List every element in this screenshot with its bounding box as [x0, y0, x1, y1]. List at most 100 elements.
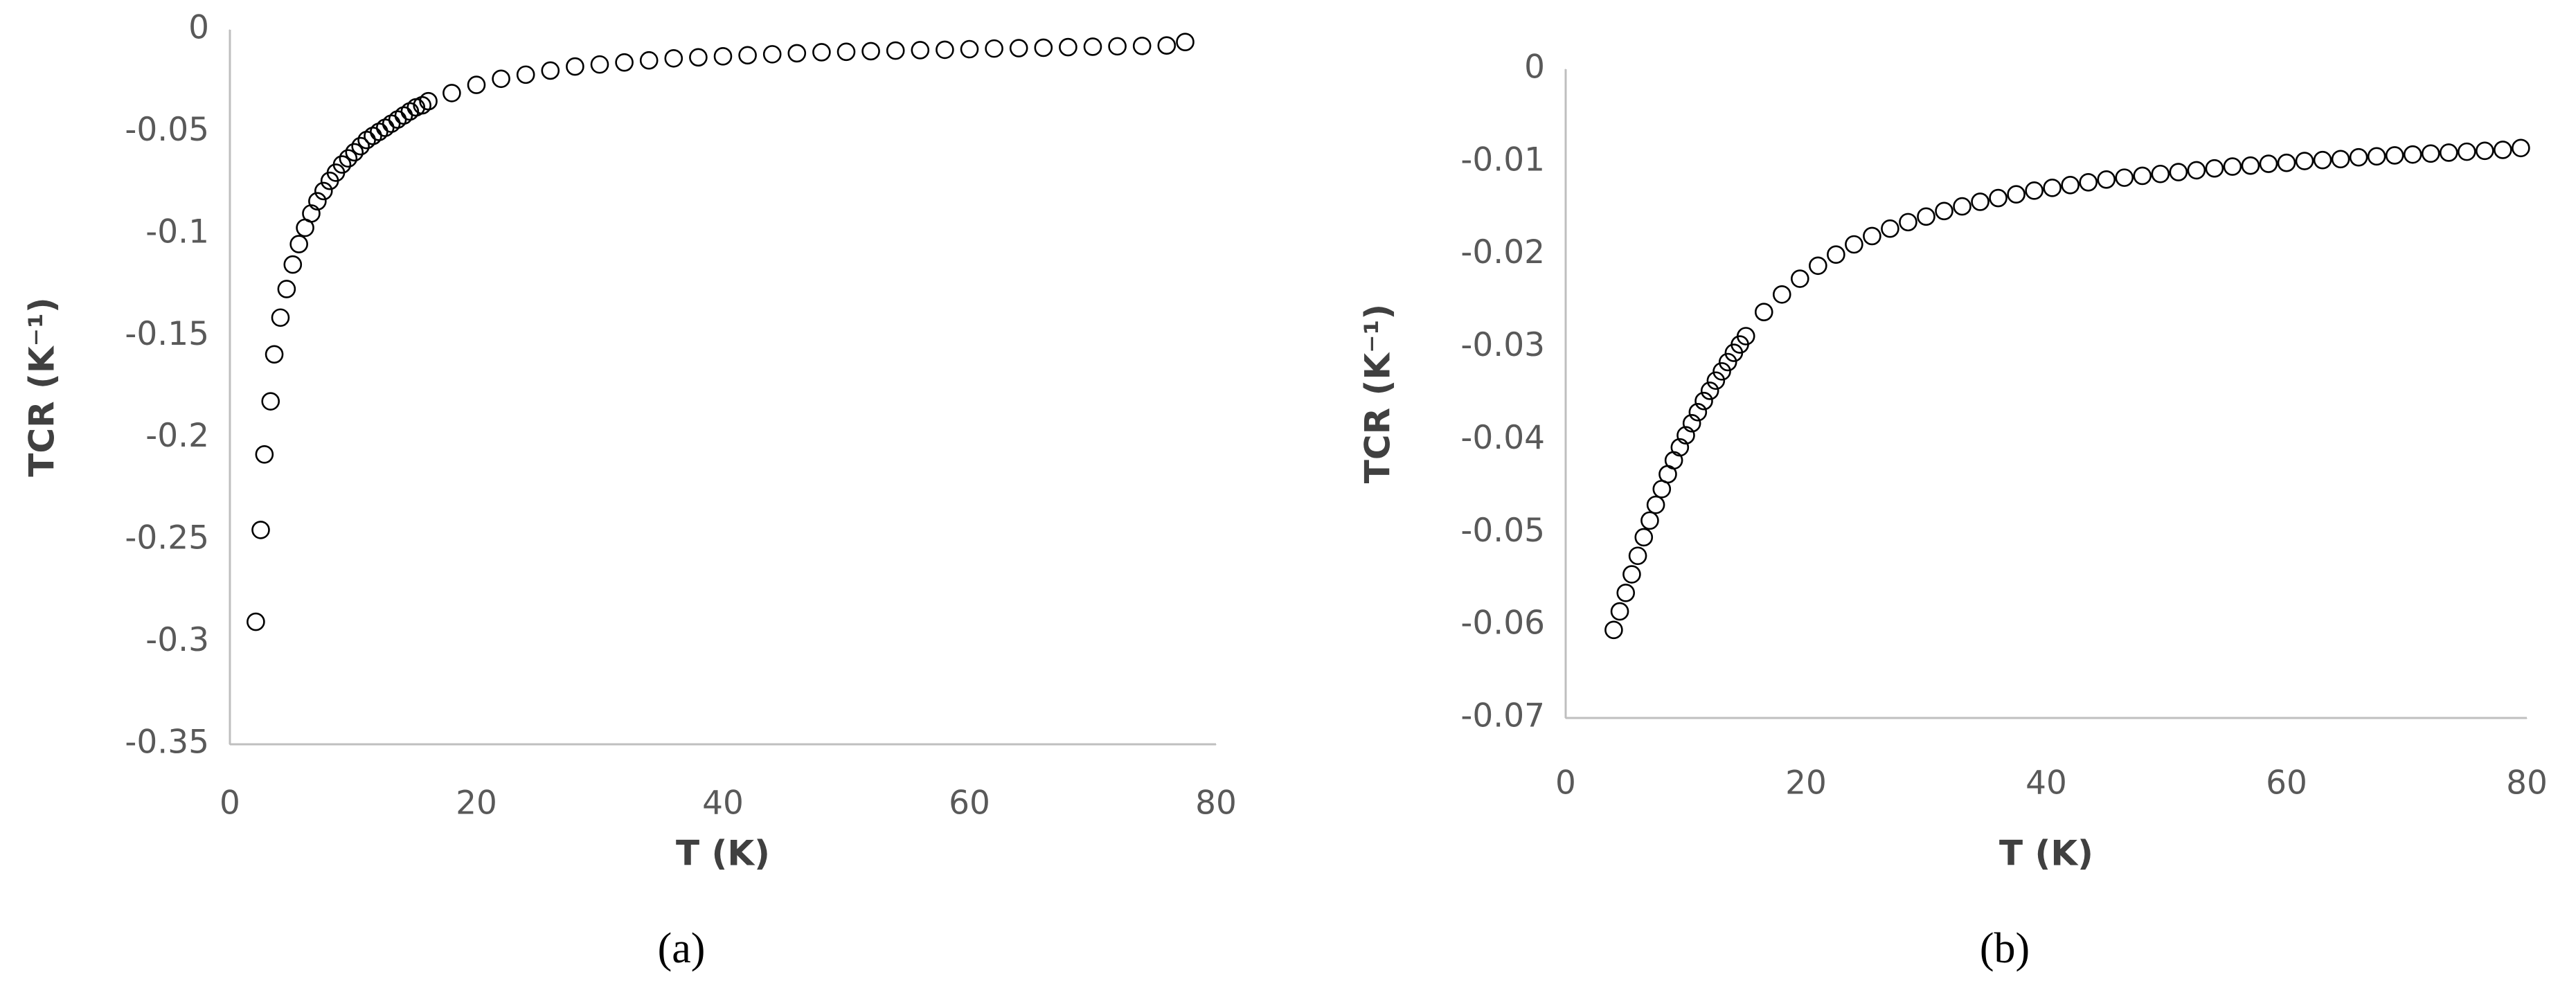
data-point: [2097, 170, 2116, 189]
data-point: [861, 42, 880, 61]
x-tick-label: 40: [702, 784, 744, 823]
data-point: [419, 91, 438, 111]
data-point: [345, 143, 364, 162]
data-point: [1935, 201, 1953, 221]
x-tick-label: 60: [949, 784, 990, 823]
x-tick-label: 40: [2025, 764, 2067, 802]
y-axis-label: TCR (K⁻¹): [22, 297, 62, 476]
data-point: [255, 445, 274, 464]
data-point: [738, 46, 757, 65]
data-point: [492, 69, 510, 89]
y-tick-label: -0.35: [125, 724, 209, 762]
data-point: [1953, 197, 1971, 216]
x-tick-label: 80: [1195, 784, 1237, 823]
x-tick-label: 0: [1555, 764, 1576, 802]
data-point: [1646, 495, 1665, 514]
data-point: [1917, 207, 1935, 226]
y-tick-label: -0.04: [1460, 419, 1545, 457]
data-point: [1083, 37, 1102, 56]
data-point: [1610, 602, 1629, 621]
data-point: [2494, 141, 2512, 159]
data-point: [283, 255, 303, 274]
data-point: [689, 48, 708, 67]
data-point: [1773, 285, 1791, 304]
data-point: [812, 43, 831, 62]
data-point: [2331, 150, 2350, 169]
data-point: [382, 114, 401, 133]
data-point: [314, 181, 333, 201]
data-point: [1664, 451, 1683, 470]
data-point: [2061, 176, 2079, 195]
data-point: [1604, 620, 1623, 640]
y-tick-label: -0.07: [1460, 697, 1545, 735]
x-tick-label: 20: [1785, 764, 1827, 802]
data-point: [1791, 269, 1809, 288]
data-point: [2025, 181, 2043, 200]
data-point: [2151, 164, 2170, 183]
data-point: [1989, 188, 2007, 208]
data-point: [247, 612, 265, 631]
data-point: [1706, 371, 1726, 390]
data-point: [886, 41, 905, 60]
y-tick-label: -0.25: [125, 519, 209, 557]
data-point: [364, 127, 382, 145]
data-point: [1809, 256, 1827, 276]
data-point: [2457, 142, 2476, 161]
chart: -0.35 -0.3 -0.25 -0.2 -0.15 -0.1 -0.05 0 0 20 40 60…: [22, 9, 1237, 973]
data-point: [1736, 327, 1755, 345]
data-point: [1899, 213, 1917, 232]
data-point: [787, 44, 807, 63]
x-tick-label: 80: [2506, 764, 2548, 802]
data-point: [1688, 402, 1708, 422]
data-point: [1616, 583, 1636, 602]
data-point: [936, 40, 954, 60]
data-point: [960, 39, 979, 59]
data-point: [2512, 138, 2530, 158]
data-point: [1682, 414, 1701, 433]
data-point: [1754, 303, 1773, 322]
data-point: [277, 280, 296, 298]
caption: (b): [1980, 925, 2030, 972]
x-tick-label: 20: [456, 784, 497, 823]
data-point: [590, 55, 609, 74]
data-point: [339, 149, 358, 168]
data-point: [1108, 37, 1127, 56]
data-point: [2475, 141, 2494, 161]
data-point: [2439, 143, 2458, 162]
data-point: [1157, 36, 1177, 55]
data-point: [2187, 161, 2206, 180]
data-point: [639, 51, 659, 70]
x-axis-label: T (K): [676, 834, 770, 874]
data-point: [2241, 156, 2260, 175]
data-point: [1827, 245, 1845, 264]
data-point: [2223, 157, 2242, 176]
data-point: [837, 42, 856, 62]
data-point: [251, 521, 270, 539]
data-point: [762, 45, 782, 64]
data-point: [1863, 226, 1881, 246]
data-point: [394, 106, 413, 125]
data-point: [2313, 150, 2332, 170]
data-point: [911, 41, 930, 60]
data-point: [2007, 185, 2025, 204]
data-point: [1176, 33, 1195, 51]
data-point: [370, 123, 388, 141]
data-point: [302, 204, 321, 223]
data-point: [2385, 146, 2404, 165]
y-tick-label: -0.06: [1460, 604, 1545, 643]
data-point: [2367, 147, 2386, 166]
x-tick-label: 0: [220, 784, 240, 823]
data-point: [2295, 152, 2314, 170]
data-point: [1628, 546, 1647, 566]
data-point: [1718, 352, 1737, 372]
data-point: [1640, 511, 1659, 530]
data-point: [516, 65, 535, 84]
x-tick-label: 60: [2266, 764, 2307, 802]
data-point: [467, 75, 486, 94]
data-point: [566, 57, 584, 76]
data-point: [388, 110, 407, 129]
data-point: [271, 308, 290, 327]
y-tick-label: -0.02: [1460, 233, 1545, 271]
data-point: [1971, 192, 1989, 211]
